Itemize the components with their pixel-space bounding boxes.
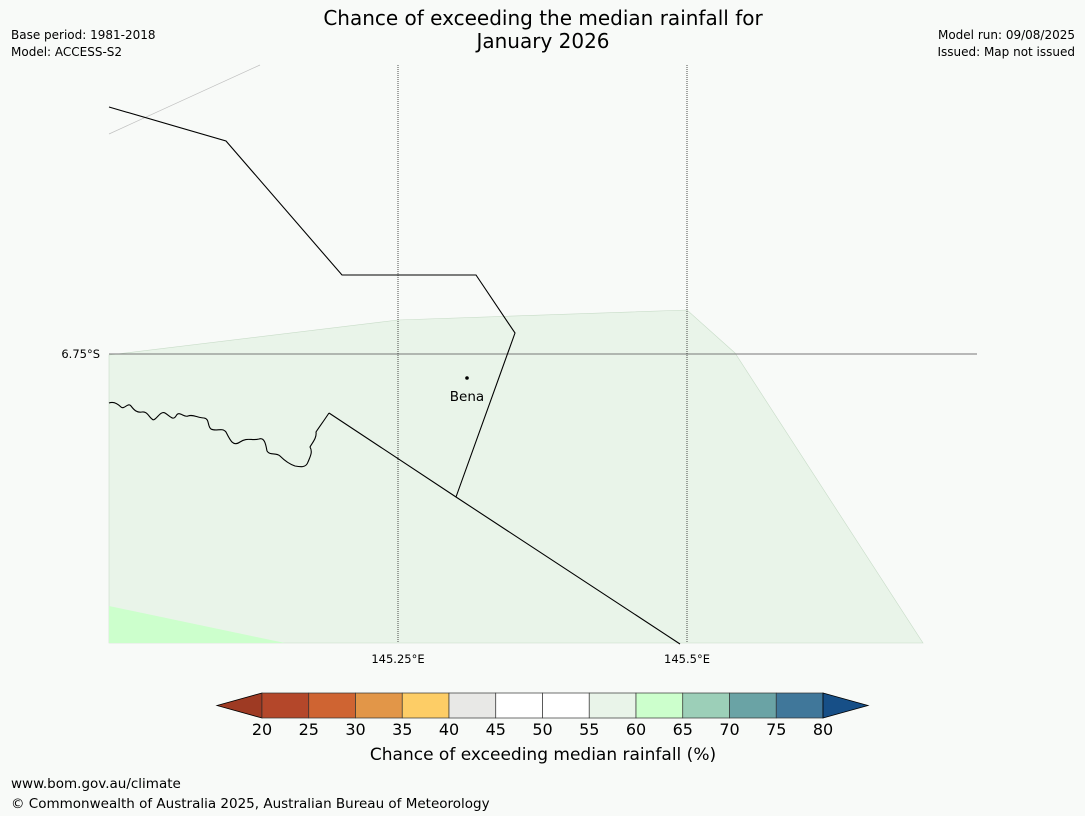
town-marker bbox=[465, 376, 469, 380]
colorbar-tick-label: 55 bbox=[579, 720, 600, 739]
lat-label: 6.75°S bbox=[61, 347, 100, 361]
colorbar-segment bbox=[775, 692, 824, 719]
map-title: Chance of exceeding the median rainfall … bbox=[243, 7, 843, 53]
colorbar-segment bbox=[448, 692, 497, 719]
meta-left: Base period: 1981-2018 Model: ACCESS-S2 bbox=[11, 27, 156, 61]
meta-right: Model run: 09/08/2025 Issued: Map not is… bbox=[937, 27, 1075, 61]
faint-boundary bbox=[108, 64, 261, 135]
colorbar-tick-label: 40 bbox=[438, 720, 460, 739]
colorbar-tick-label: 65 bbox=[672, 720, 693, 739]
colorbar-segment bbox=[635, 692, 684, 719]
colorbar-segment bbox=[261, 692, 310, 719]
colorbar bbox=[215, 692, 870, 719]
colorbar-segment bbox=[542, 692, 590, 719]
province-boundary bbox=[108, 106, 516, 498]
town-label: Bena bbox=[450, 389, 484, 405]
title-line-1: Chance of exceeding the median rainfall … bbox=[323, 6, 763, 30]
colorbar-tick-label: 35 bbox=[392, 720, 413, 739]
footer-copyright: © Commonwealth of Australia 2025, Austra… bbox=[11, 796, 490, 812]
colorbar-segment bbox=[729, 692, 777, 719]
colorbar-tick-label: 25 bbox=[298, 720, 319, 739]
colorbar-segment bbox=[588, 692, 637, 719]
province-boundary-2 bbox=[328, 412, 681, 645]
colorbar-tick-label: 30 bbox=[345, 720, 366, 739]
colorbar-tick-label: 20 bbox=[251, 720, 273, 739]
colorbar-segment bbox=[355, 692, 403, 719]
model-run: Model run: 09/08/2025 bbox=[937, 28, 1075, 42]
colorbar-tick-label: 75 bbox=[766, 720, 787, 739]
colorbar-arrow-high bbox=[822, 692, 870, 719]
region-55-60 bbox=[108, 309, 924, 644]
footer: www.bom.gov.au/climate © Commonwealth of… bbox=[11, 774, 490, 814]
region-60-65 bbox=[109, 606, 285, 643]
colorbar-label: Chance of exceeding median rainfall (%) bbox=[369, 745, 717, 765]
colorbar-tick-label: 60 bbox=[625, 720, 647, 739]
model-name: Model: ACCESS-S2 bbox=[11, 45, 123, 59]
colorbar-segment bbox=[308, 692, 356, 719]
river-line bbox=[108, 401, 330, 468]
colorbar-tick-label: 70 bbox=[719, 720, 740, 739]
colorbar-tick-label: 80 bbox=[812, 720, 834, 739]
title-line-2: January 2026 bbox=[476, 29, 610, 53]
colorbar-segment bbox=[495, 692, 543, 719]
lon-label-1: 145.25°E bbox=[371, 652, 424, 666]
colorbar-segment bbox=[401, 692, 450, 719]
lon-label-2: 145.5°E bbox=[664, 652, 710, 666]
base-period: Base period: 1981-2018 bbox=[11, 28, 156, 42]
colorbar-tick-label: 50 bbox=[532, 720, 553, 739]
colorbar-segment bbox=[682, 692, 730, 719]
issued-status: Issued: Map not issued bbox=[937, 45, 1075, 59]
colorbar-arrow-low bbox=[215, 692, 263, 719]
footer-url[interactable]: www.bom.gov.au/climate bbox=[11, 776, 181, 792]
colorbar-tick-label: 45 bbox=[485, 720, 506, 739]
